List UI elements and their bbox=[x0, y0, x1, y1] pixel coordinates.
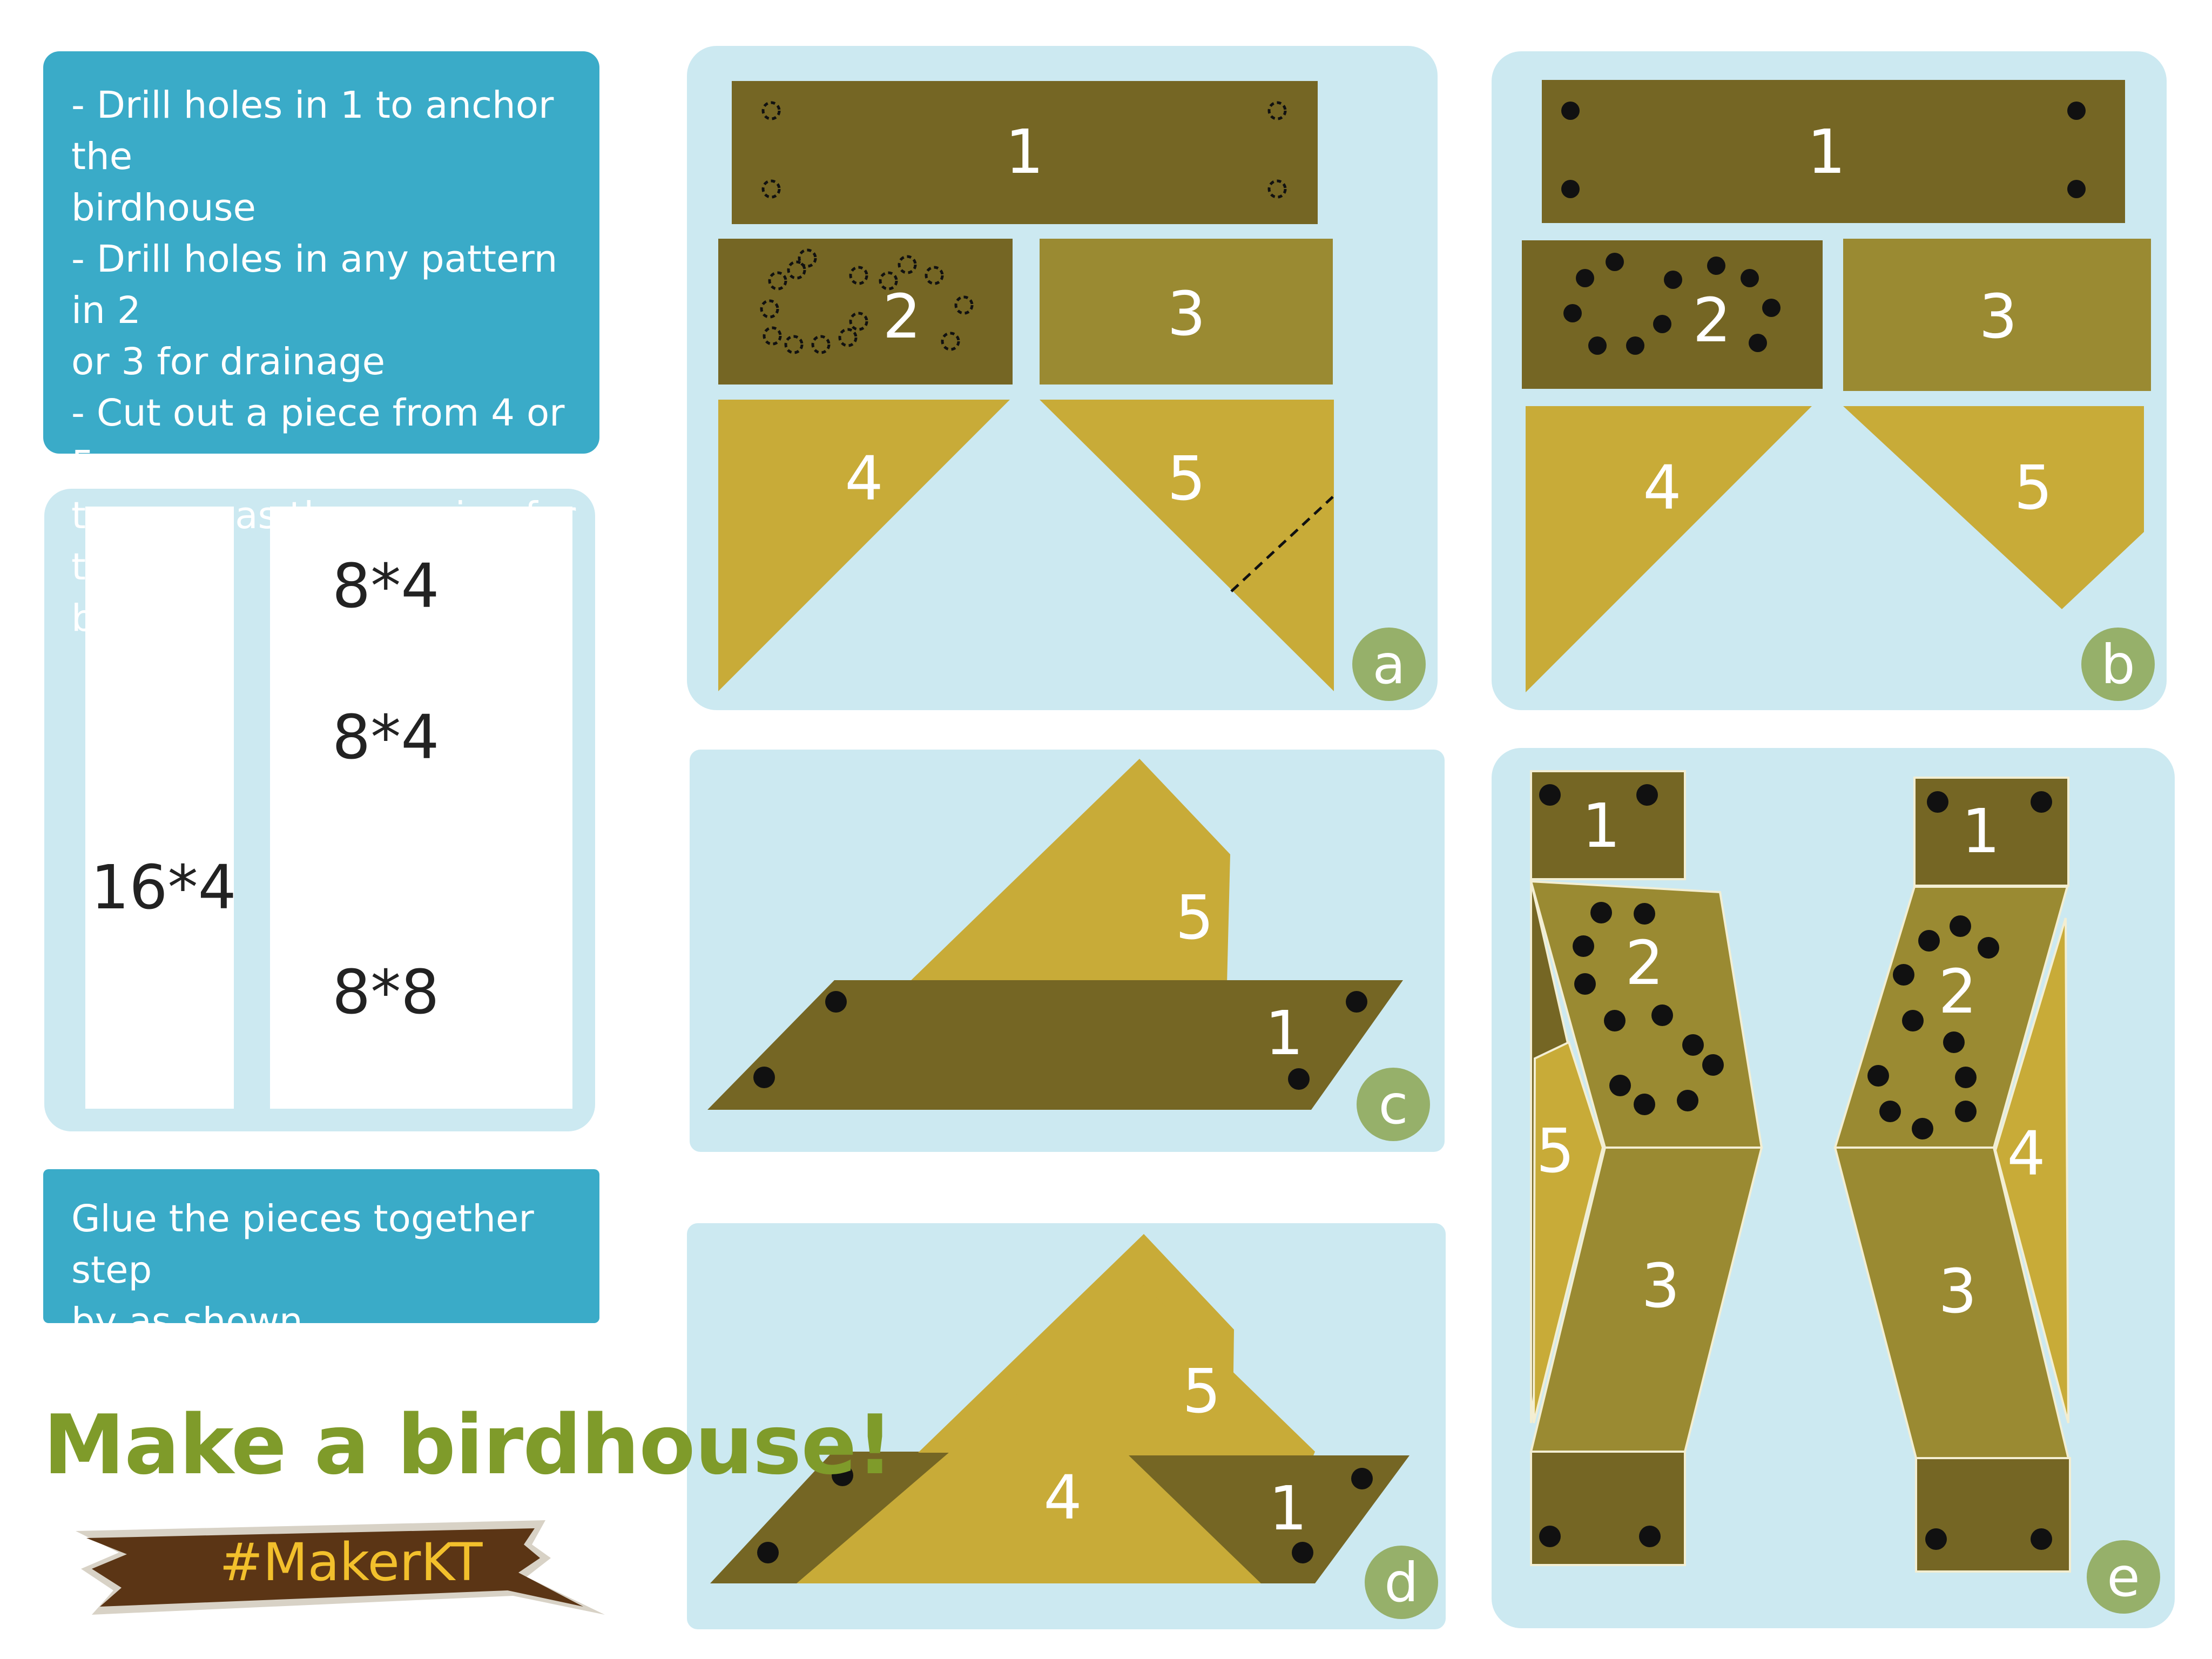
piece-label-2: 2 bbox=[1692, 286, 1731, 356]
piece-label-5: 5 bbox=[2014, 453, 2052, 523]
assembly-left bbox=[1529, 770, 1763, 1566]
step-label: d bbox=[1384, 1551, 1418, 1614]
dimension-8x8: 8*8 bbox=[332, 957, 440, 1028]
instruction-line: - Cut out a piece from 4 or 5 bbox=[71, 392, 565, 486]
piece-label-2: 2 bbox=[882, 282, 921, 352]
instruction-line: - Drill holes in any pattern in 2 bbox=[71, 238, 558, 332]
glue-line: Glue the pieces together step bbox=[71, 1197, 534, 1292]
instruction-line: birdhouse bbox=[71, 186, 257, 230]
cut-plan-right-strip bbox=[270, 507, 572, 1109]
piece-label-1: 1 bbox=[1582, 791, 1620, 861]
piece-label-1: 1 bbox=[1269, 1474, 1307, 1544]
holes-piece-2 bbox=[1563, 253, 1781, 355]
step-label: e bbox=[2107, 1546, 2140, 1609]
assembly-right bbox=[1833, 777, 2071, 1573]
step-badge bbox=[1357, 1068, 1430, 1141]
piece-3 bbox=[1843, 239, 2151, 391]
step-b-panel: 1 2 3 4 5 b bbox=[1492, 51, 2167, 710]
instruction-line: bird bbox=[71, 597, 144, 640]
holes-right bbox=[1867, 791, 2052, 1550]
dimension-8x4-top: 8*4 bbox=[332, 551, 440, 622]
piece-4 bbox=[1526, 406, 1812, 692]
step-label: a bbox=[1372, 633, 1405, 696]
piece-5 bbox=[1843, 406, 2144, 609]
instruction-line: or 3 for drainage bbox=[71, 340, 386, 383]
maker-plank bbox=[76, 1520, 605, 1615]
dashed-holes-piece-2 bbox=[760, 248, 974, 354]
step-badge bbox=[2081, 628, 2155, 701]
piece-label-2: 2 bbox=[1938, 957, 1977, 1027]
step-badge bbox=[1365, 1546, 1438, 1619]
piece-label-4: 4 bbox=[2007, 1119, 2045, 1189]
piece-label-3: 3 bbox=[1938, 1257, 1977, 1327]
instruction-line: to serve as the opening for the bbox=[71, 494, 576, 589]
step-badge bbox=[2087, 1540, 2160, 1614]
piece-label-5: 5 bbox=[1182, 1357, 1220, 1427]
maker-hashtag: #MakerKT bbox=[219, 1532, 483, 1593]
piece-1-bottom bbox=[1530, 1451, 1686, 1566]
dimension-16x4: 16*4 bbox=[91, 853, 237, 923]
dashed-holes-piece-1 bbox=[761, 101, 1287, 199]
piece-label-1: 1 bbox=[1005, 117, 1043, 187]
piece-1 bbox=[1542, 80, 2125, 223]
piece-label-1: 1 bbox=[1265, 999, 1303, 1069]
glue-line: by as shown bbox=[71, 1300, 303, 1343]
glue-note-box bbox=[43, 1169, 599, 1323]
piece-label-5: 5 bbox=[1536, 1116, 1574, 1186]
piece-4 bbox=[718, 400, 1010, 691]
piece-label-2: 2 bbox=[1625, 928, 1663, 999]
piece-label-4: 4 bbox=[845, 444, 883, 514]
piece-label-5: 5 bbox=[1167, 444, 1205, 514]
step-badge bbox=[1352, 628, 1426, 701]
piece-label-3: 3 bbox=[1979, 282, 2017, 352]
piece-label-3: 3 bbox=[1167, 279, 1205, 349]
piece-label-3: 3 bbox=[1641, 1251, 1680, 1321]
piece-4 bbox=[1994, 918, 2069, 1424]
step-e-panel: 1 2 5 3 1 2 4 3 e bbox=[1492, 748, 2175, 1628]
instruction-line: - Drill holes in 1 to anchor the bbox=[71, 84, 554, 178]
step-a-panel: 1 2 3 4 5 a bbox=[687, 46, 1438, 710]
dimension-8x4-middle: 8*4 bbox=[332, 703, 440, 773]
piece-label-1: 1 bbox=[1807, 117, 1845, 187]
holes-piece-1 bbox=[753, 991, 1367, 1090]
page-title: Make a birdhouse! bbox=[43, 1397, 894, 1493]
piece-label-5: 5 bbox=[1175, 883, 1213, 953]
cut-plan-left-strip bbox=[85, 507, 234, 1109]
piece-3 bbox=[1040, 239, 1333, 385]
piece-1 bbox=[707, 980, 1403, 1110]
step-label: c bbox=[1379, 1073, 1408, 1136]
instructions-text: - Drill holes in 1 to anchor the birdhou… bbox=[71, 80, 595, 644]
holes-piece-1 bbox=[757, 1465, 1373, 1563]
piece-label-1: 1 bbox=[1961, 797, 2000, 867]
holes-left bbox=[1539, 784, 1724, 1547]
piece-1 bbox=[732, 81, 1318, 224]
piece-label-4: 4 bbox=[1643, 453, 1681, 523]
piece-5 bbox=[1040, 400, 1334, 691]
glue-note-text: Glue the pieces together step by as show… bbox=[71, 1193, 595, 1347]
piece-label-4: 4 bbox=[1043, 1463, 1082, 1533]
holes-piece-1 bbox=[1561, 102, 2086, 198]
piece-5 bbox=[907, 759, 1230, 984]
step-label: b bbox=[2101, 633, 2135, 696]
cut-line bbox=[1230, 496, 1334, 592]
step-c-panel: 5 1 c bbox=[690, 750, 1445, 1152]
piece-1-bottom bbox=[1915, 1457, 2071, 1573]
piece-2 bbox=[718, 239, 1013, 385]
piece-5 bbox=[1533, 1041, 1604, 1424]
piece-1-right bbox=[1129, 1455, 1410, 1583]
step-d-panel: 5 4 1 d bbox=[687, 1223, 1446, 1629]
instructions-box bbox=[43, 51, 599, 454]
